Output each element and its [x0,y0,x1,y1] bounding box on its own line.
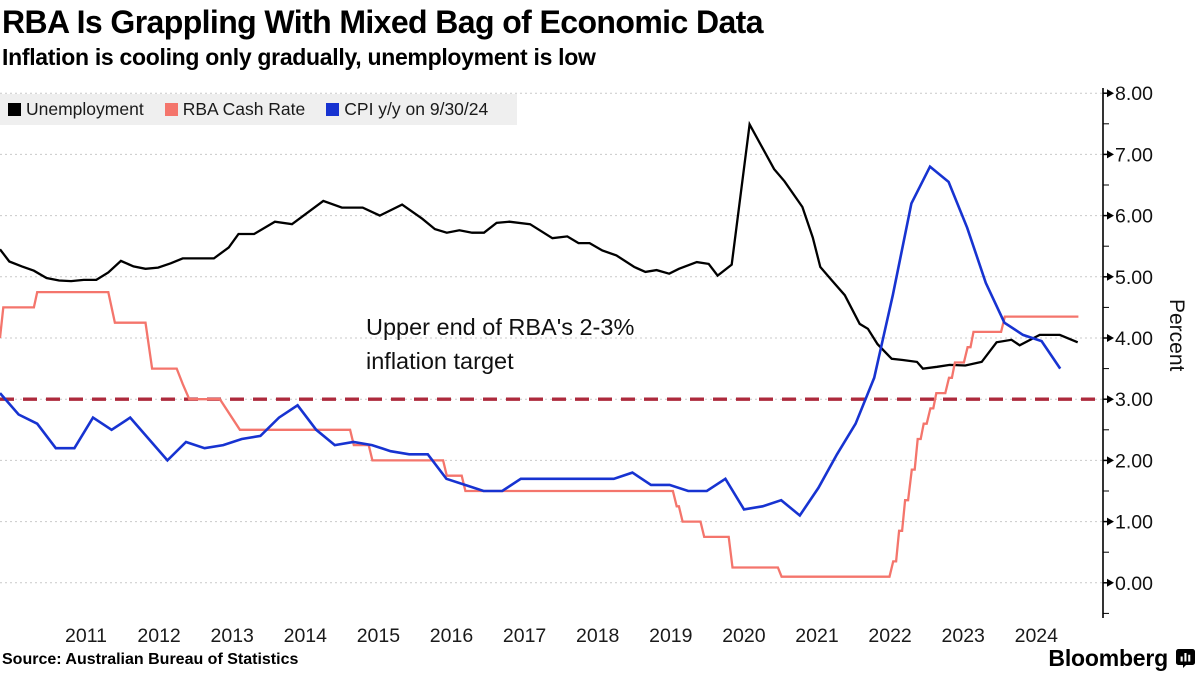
x-year-label: 2016 [430,625,473,647]
y-tick-label: 2.00 [1115,450,1153,472]
page-subtitle: Inflation is cooling only gradually, une… [2,44,596,70]
y-tick-arrow-icon [1107,456,1114,465]
y-tick-arrow-icon [1107,578,1114,587]
x-year-label: 2017 [503,625,546,647]
annotation-line-1: Upper end of RBA's 2-3% [366,314,635,340]
source-credit: Source: Australian Bureau of Statistics [2,651,299,668]
x-year-label: 2013 [211,625,254,647]
x-year-label: 2018 [576,625,619,647]
y-tick-arrow-icon [1107,211,1114,220]
y-tick-arrow-icon [1107,150,1114,159]
cash-rate-line [0,290,1079,578]
x-year-label: 2015 [357,625,401,647]
y-tick-label: 0.00 [1115,573,1153,595]
y-tick-label: 1.00 [1115,512,1153,534]
legend-label: CPI y/y on 9/30/24 [344,99,489,119]
inflation-target-annotation: Upper end of RBA's 2-3% inflation target [366,310,634,378]
y-axis-title: Percent [1165,299,1188,372]
annotation-line-2: inflation target [366,348,514,374]
y-tick-label: 3.00 [1115,389,1153,411]
page-title: RBA Is Grappling With Mixed Bag of Econo… [2,4,764,40]
y-tick-label: 5.00 [1115,267,1153,289]
y-tick-arrow-icon [1107,272,1114,281]
legend-label: RBA Cash Rate [182,99,306,119]
legend-item-unemployment: Unemployment [8,99,144,120]
y-tick-label: 8.00 [1115,83,1153,105]
x-year-label: 2011 [65,625,107,647]
cpi-swatch-icon [326,103,340,116]
y-tick-label: 4.00 [1115,328,1153,350]
legend-item-cpi: CPI y/y on 9/30/24 [326,99,488,120]
bloomberg-terminal-icon [1176,649,1195,668]
legend-label: Unemployment [26,99,144,119]
x-year-label: 2024 [1015,625,1059,647]
x-year-label: 2012 [137,625,180,647]
x-year-label: 2014 [284,625,328,647]
x-year-label: 2021 [795,625,838,647]
cpi-line [0,164,1062,518]
x-year-label: 2023 [942,625,985,647]
unemployment-swatch-icon [8,103,21,116]
y-tick-label: 7.00 [1115,144,1153,166]
y-tick-arrow-icon [1107,89,1114,98]
unemployment-line [0,120,1079,370]
cash-rate-swatch-icon [164,103,178,116]
y-tick-label: 6.00 [1115,206,1153,228]
chart-legend: Unemployment RBA Cash Rate CPI y/y on 9/… [0,94,517,125]
y-tick-arrow-icon [1107,334,1114,342]
x-year-label: 2022 [868,625,911,647]
x-year-label: 2020 [722,625,766,647]
legend-item-cash-rate: RBA Cash Rate [164,99,306,120]
y-tick-arrow-icon [1107,395,1114,404]
bloomberg-wordmark: Bloomberg [1048,645,1168,671]
x-year-label: 2019 [649,625,692,647]
y-tick-arrow-icon [1107,517,1114,526]
bloomberg-brand: Bloomberg [1048,645,1195,672]
